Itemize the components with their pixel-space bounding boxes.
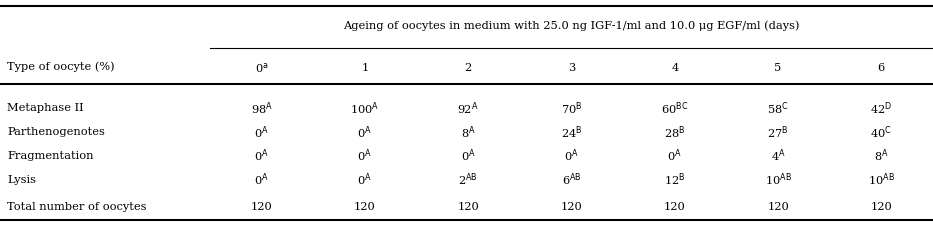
- Text: 10$^{\mathrm{AB}}$: 10$^{\mathrm{AB}}$: [868, 171, 895, 187]
- Text: Ageing of oocytes in medium with 25.0 ng IGF-1/ml and 10.0 μg EGF/ml (days): Ageing of oocytes in medium with 25.0 ng…: [343, 21, 800, 31]
- Text: 0$^{\mathrm{A}}$: 0$^{\mathrm{A}}$: [461, 147, 476, 164]
- Text: 0$^{\mathrm{A}}$: 0$^{\mathrm{A}}$: [254, 147, 269, 164]
- Text: 5: 5: [774, 63, 782, 72]
- Text: 2: 2: [465, 63, 472, 72]
- Text: 70$^{\mathrm{B}}$: 70$^{\mathrm{B}}$: [561, 100, 582, 116]
- Text: 120: 120: [767, 201, 789, 211]
- Text: 120: 120: [457, 201, 479, 211]
- Text: 98$^{\mathrm{A}}$: 98$^{\mathrm{A}}$: [251, 100, 272, 116]
- Text: 3: 3: [568, 63, 575, 72]
- Text: 120: 120: [561, 201, 582, 211]
- Text: 12$^{\mathrm{B}}$: 12$^{\mathrm{B}}$: [664, 171, 686, 187]
- Text: 40$^{\mathrm{C}}$: 40$^{\mathrm{C}}$: [870, 123, 892, 140]
- Text: 0$^{\mathrm{A}}$: 0$^{\mathrm{A}}$: [254, 123, 269, 140]
- Text: Metaphase II: Metaphase II: [7, 103, 84, 113]
- Text: 28$^{\mathrm{B}}$: 28$^{\mathrm{B}}$: [664, 123, 686, 140]
- Text: 0$^{\mathrm{A}}$: 0$^{\mathrm{A}}$: [357, 171, 372, 187]
- Text: 27$^{\mathrm{B}}$: 27$^{\mathrm{B}}$: [767, 123, 788, 140]
- Text: 58$^{\mathrm{C}}$: 58$^{\mathrm{C}}$: [767, 100, 789, 116]
- Text: 100$^{\mathrm{A}}$: 100$^{\mathrm{A}}$: [350, 100, 380, 116]
- Text: 6$^{\mathrm{AB}}$: 6$^{\mathrm{AB}}$: [562, 171, 581, 187]
- Text: 60$^{\mathrm{BC}}$: 60$^{\mathrm{BC}}$: [661, 100, 689, 116]
- Text: 10$^{\mathrm{AB}}$: 10$^{\mathrm{AB}}$: [765, 171, 791, 187]
- Text: 4: 4: [671, 63, 678, 72]
- Text: Lysis: Lysis: [7, 174, 36, 184]
- Text: 0$^{\mathrm{A}}$: 0$^{\mathrm{A}}$: [357, 147, 372, 164]
- Text: 120: 120: [354, 201, 376, 211]
- Text: 120: 120: [870, 201, 892, 211]
- Text: 120: 120: [664, 201, 686, 211]
- Text: Parthenogenotes: Parthenogenotes: [7, 127, 105, 137]
- Text: 1: 1: [361, 63, 369, 72]
- Text: Total number of oocytes: Total number of oocytes: [7, 201, 147, 211]
- Text: 6: 6: [878, 63, 885, 72]
- Text: 92$^{\mathrm{A}}$: 92$^{\mathrm{A}}$: [457, 100, 479, 116]
- Text: 42$^{\mathrm{D}}$: 42$^{\mathrm{D}}$: [870, 100, 893, 116]
- Text: 8$^{\mathrm{A}}$: 8$^{\mathrm{A}}$: [461, 123, 476, 140]
- Text: 0$^{\mathrm{A}}$: 0$^{\mathrm{A}}$: [254, 171, 269, 187]
- Text: 8$^{\mathrm{A}}$: 8$^{\mathrm{A}}$: [874, 147, 889, 164]
- Text: 0$^{\mathrm{A}}$: 0$^{\mathrm{A}}$: [564, 147, 578, 164]
- Text: Type of oocyte (%): Type of oocyte (%): [7, 61, 115, 72]
- Text: 0$^{\mathrm{a}}$: 0$^{\mathrm{a}}$: [255, 61, 269, 74]
- Text: 2$^{\mathrm{AB}}$: 2$^{\mathrm{AB}}$: [458, 171, 478, 187]
- Text: 24$^{\mathrm{B}}$: 24$^{\mathrm{B}}$: [561, 123, 582, 140]
- Text: 120: 120: [251, 201, 272, 211]
- Text: 0$^{\mathrm{A}}$: 0$^{\mathrm{A}}$: [667, 147, 682, 164]
- Text: Fragmentation: Fragmentation: [7, 150, 94, 160]
- Text: 0$^{\mathrm{A}}$: 0$^{\mathrm{A}}$: [357, 123, 372, 140]
- Text: 4$^{\mathrm{A}}$: 4$^{\mathrm{A}}$: [771, 147, 786, 164]
